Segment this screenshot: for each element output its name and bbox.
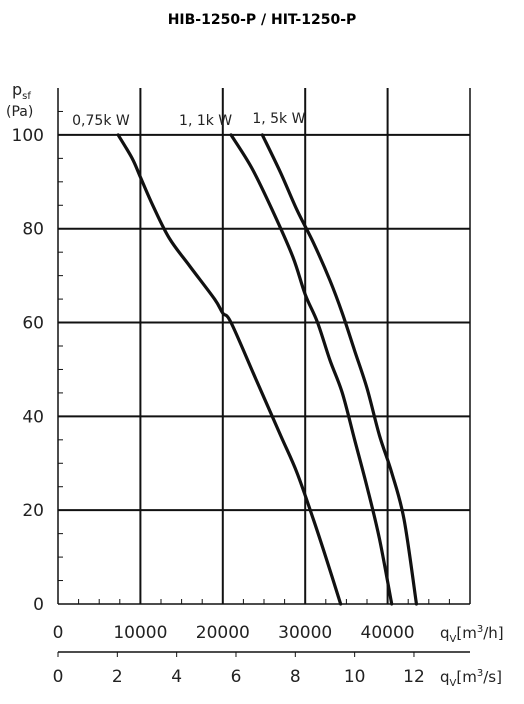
- y-tick-label: 60: [22, 314, 44, 334]
- x-axis-label: qV[m3/h]: [440, 624, 504, 645]
- x-tick-label: 30000: [278, 623, 332, 643]
- x2-axis-label: qV[m3/s]: [440, 668, 502, 689]
- chart-title: HIB-1250-P / HIT-1250-P: [168, 12, 357, 28]
- x2-axis-subscript: V: [450, 678, 457, 689]
- x2-axis-unit-post: /s]: [483, 668, 502, 686]
- series-label: 1, 5k W: [252, 111, 305, 127]
- y-axis-symbol: p: [12, 80, 22, 99]
- y-tick-label: 100: [12, 126, 44, 146]
- y-axis-subscript: sf: [22, 91, 31, 102]
- y-tick-label: 40: [22, 407, 44, 427]
- series-label: 1, 1k W: [179, 113, 232, 129]
- x-axis-ticks: 0 10000 20000 30000 40000: [53, 599, 450, 643]
- x2-axis-unit-pre: [m: [456, 668, 476, 686]
- x2-tick-label: 10: [344, 667, 366, 687]
- x-tick-label: 20000: [196, 623, 250, 643]
- x2-tick-label: 0: [53, 667, 64, 687]
- y-axis-unit: (Pa): [6, 104, 33, 120]
- x-axis-unit-post: /h]: [483, 624, 503, 642]
- x-axis-unit-pre: [m: [456, 624, 476, 642]
- y-tick-label: 0: [33, 595, 44, 615]
- x-axis-symbol: q: [440, 624, 450, 642]
- series-line: [260, 133, 419, 606]
- x-axis-unit-sup: 3: [477, 624, 483, 635]
- series-label: 0,75k W: [72, 113, 130, 129]
- y-tick-label: 80: [22, 220, 44, 240]
- x-axis-subscript: V: [450, 634, 457, 645]
- series-lines: [116, 133, 419, 606]
- x2-tick-label: 8: [290, 667, 301, 687]
- plot-frame: [57, 88, 471, 605]
- series-line: [229, 133, 394, 606]
- y-tick-label: 20: [22, 501, 44, 521]
- x2-tick-label: 4: [171, 667, 182, 687]
- x2-tick-label: 6: [231, 667, 242, 687]
- y-axis-ticks: 0 20 40 60 80 100: [12, 110, 63, 615]
- series-labels: 0,75k W 1, 1k W 1, 5k W: [72, 111, 305, 129]
- series-line: [116, 133, 343, 606]
- x2-tick-label: 2: [112, 667, 123, 687]
- y-axis-label: psf (Pa): [6, 80, 33, 120]
- secondary-x-axis: 0 2 4 6 8 10 12: [53, 651, 470, 687]
- x-tick-label: 0: [53, 623, 64, 643]
- x2-axis-unit-sup: 3: [477, 668, 483, 679]
- grid: [58, 88, 470, 604]
- svg-text:psf: psf: [12, 80, 31, 102]
- x-tick-label: 40000: [361, 623, 415, 643]
- x2-tick-label: 12: [403, 667, 425, 687]
- x-tick-label: 10000: [113, 623, 167, 643]
- x2-axis-symbol: q: [440, 668, 450, 686]
